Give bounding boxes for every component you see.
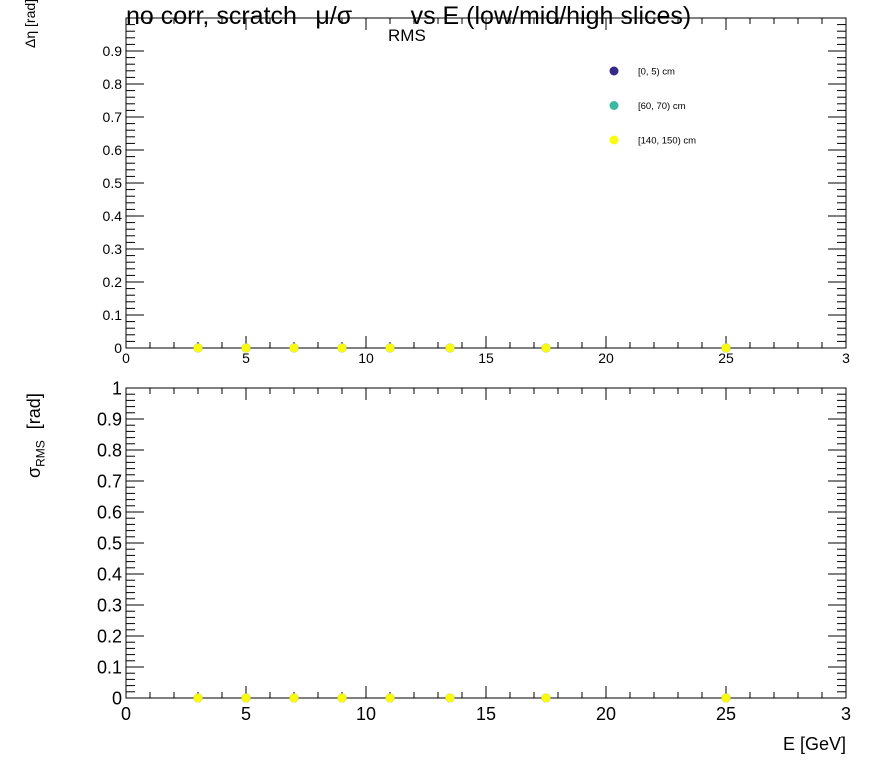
top-y-axis-label: Δη [rad] (22, 0, 38, 48)
top-data-point (385, 343, 395, 353)
legend-label: [140, 150) cm (638, 136, 696, 147)
bottom-y-tick-label: 0 (112, 688, 122, 708)
legend-marker (609, 66, 619, 76)
top-x-tick-label: 20 (598, 350, 614, 366)
top-x-tick-label: 25 (718, 350, 734, 366)
bottom-y-tick-label: 0.6 (97, 502, 122, 522)
bottom-y-tick-label: 0.5 (97, 533, 122, 553)
top-data-point (541, 343, 551, 353)
bottom-y-tick-label: 0.9 (97, 409, 122, 429)
top-data-point (193, 343, 203, 353)
bottom-data-point (337, 693, 347, 703)
top-y-tick-label: 0.5 (103, 175, 123, 191)
bottom-data-point (541, 693, 551, 703)
bottom-y-axis-label: σRMS [rad] (24, 393, 48, 478)
legend-label: [60, 70) cm (638, 101, 686, 112)
bottom-data-point (193, 693, 203, 703)
bottom-x-tick-label: 5 (241, 704, 251, 724)
title-suffix: vs E (low/mid/high slices) (410, 2, 692, 30)
title-quantity: μ/σ (315, 2, 353, 30)
top-y-tick-label: 0.4 (103, 208, 123, 224)
bottom-x-tick-label: 3 (841, 704, 851, 724)
top-data-point (337, 343, 347, 353)
top-y-tick-label: 0 (114, 340, 122, 356)
bottom-x-tick-label: 15 (476, 704, 496, 724)
bottom-x-tick-label: 10 (356, 704, 376, 724)
legend-marker (609, 101, 619, 110)
bottom-x-tick-label: 0 (121, 704, 131, 724)
legend-marker (609, 135, 619, 145)
top-plot-frame (125, 17, 847, 349)
bottom-data-point (721, 693, 731, 703)
bottom-y-tick-label: 0.8 (97, 440, 122, 460)
title-text: no corr, scratch (126, 2, 297, 30)
top-y-tick-label: 0.6 (103, 142, 123, 158)
top-x-tick-label: 15 (478, 350, 494, 366)
top-y-tick-label: 0.8 (103, 76, 123, 92)
top-x-tick-label: 5 (242, 350, 250, 366)
top-x-tick-label: 10 (358, 350, 374, 366)
bottom-data-point (289, 693, 299, 703)
bottom-x-tick-label: 20 (596, 704, 616, 724)
top-data-point (289, 343, 299, 353)
bottom-y-tick-label: 0.1 (97, 657, 122, 677)
bottom-x-tick-label: 25 (716, 704, 736, 724)
top-x-tick-label: 3 (842, 350, 850, 366)
bottom-ylabel-unit: [rad] (24, 393, 44, 430)
top-data-point (721, 343, 731, 353)
title-subscript: RMS (388, 26, 426, 45)
legend-label: [0, 5) cm (638, 67, 675, 78)
bottom-plot-frame (125, 387, 847, 699)
bottom-y-tick-label: 1 (112, 378, 122, 398)
bottom-data-point (445, 693, 455, 703)
top-data-point (445, 343, 455, 353)
bottom-y-tick-label: 0.4 (97, 564, 122, 584)
bottom-data-point (385, 693, 395, 703)
bottom-y-tick-label: 0.7 (97, 471, 122, 491)
bottom-ylabel-symbol: σ (24, 466, 44, 478)
top-data-point (241, 343, 251, 353)
bottom-y-tick-label: 0.2 (97, 626, 122, 646)
top-x-tick-label: 0 (122, 350, 130, 366)
top-y-tick-label: 0.9 (103, 43, 123, 59)
top-y-tick-label: 0.3 (103, 241, 123, 257)
top-y-tick-label: 0.2 (103, 274, 123, 290)
top-y-tick-label: 0.1 (103, 307, 123, 323)
bottom-ylabel-subscript: RMS (33, 440, 48, 467)
bottom-y-tick-label: 0.3 (97, 595, 122, 615)
top-y-tick-label: 0.7 (103, 109, 123, 125)
bottom-data-point (241, 693, 251, 703)
chart-title: no corr, scratch μ/σ vs E (low/mid/high … (126, 2, 692, 45)
x-axis-label: E [GeV] (782, 734, 846, 754)
